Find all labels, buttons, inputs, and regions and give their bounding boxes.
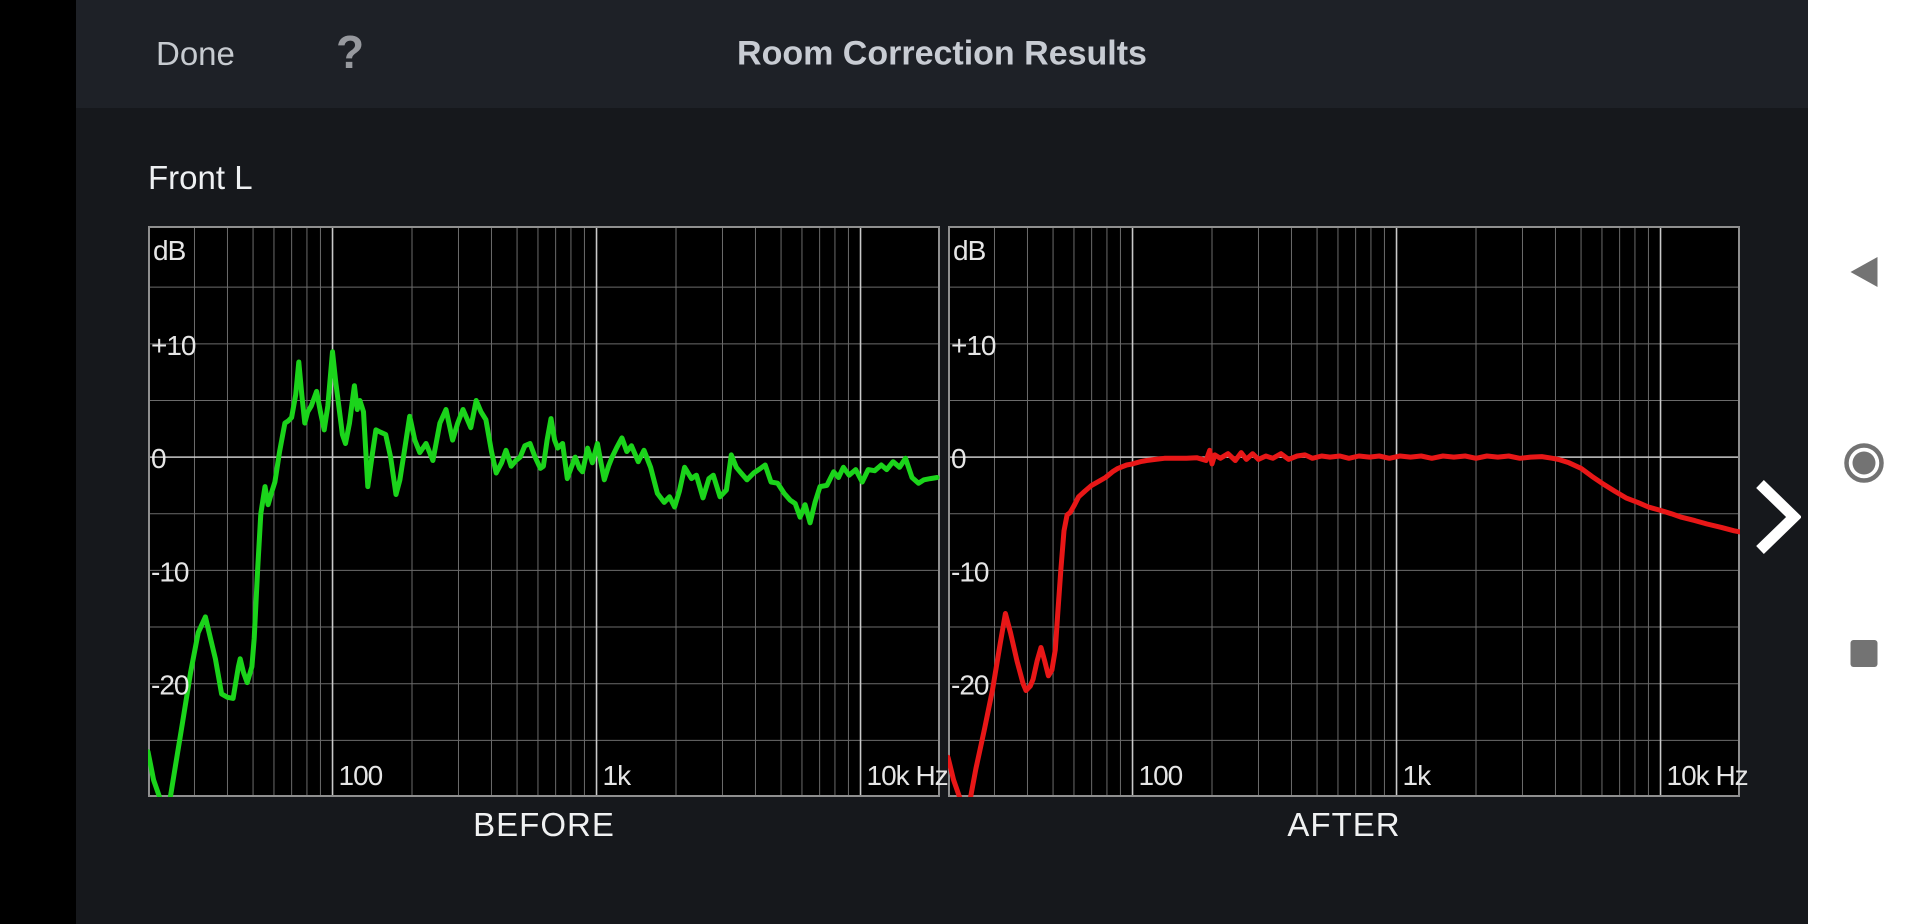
svg-text:100: 100 — [339, 760, 383, 791]
recents-icon[interactable] — [1850, 640, 1878, 667]
before-caption: BEFORE — [473, 806, 615, 843]
svg-text:1k: 1k — [1403, 760, 1433, 791]
top-bar: Done ? Room Correction Results — [76, 0, 1808, 108]
svg-text:-20: -20 — [951, 670, 989, 701]
page-title: Room Correction Results — [737, 34, 1147, 73]
svg-text:10k Hz: 10k Hz — [1667, 760, 1748, 791]
before-chart: dB +10 0 -10 -20 100 1k 10k Hz BEFORE — [148, 226, 949, 844]
home-icon[interactable] — [1842, 441, 1886, 485]
svg-text:100: 100 — [1139, 760, 1183, 791]
svg-text:-20: -20 — [151, 670, 189, 701]
svg-text:-10: -10 — [951, 556, 989, 587]
svg-text:10k Hz: 10k Hz — [867, 760, 948, 791]
android-nav-bar — [1808, 0, 1920, 924]
after-chart: dB +10 0 -10 -20 100 1k 10k Hz AFTER — [948, 226, 1749, 844]
svg-text:+10: +10 — [951, 330, 996, 361]
svg-text:dB: dB — [953, 235, 986, 266]
app-window: Done ? Room Correction Results Front L d… — [76, 0, 1808, 924]
next-chevron-icon[interactable] — [1755, 477, 1801, 557]
help-icon[interactable]: ? — [335, 26, 365, 78]
svg-text:0: 0 — [951, 443, 966, 474]
letterbox-strip — [0, 0, 76, 924]
done-button[interactable]: Done — [156, 35, 235, 72]
svg-text:1k: 1k — [603, 760, 633, 791]
back-icon[interactable] — [1850, 257, 1878, 287]
svg-text:0: 0 — [151, 443, 166, 474]
after-caption: AFTER — [1287, 806, 1401, 843]
svg-text:+10: +10 — [151, 330, 196, 361]
svg-text:dB: dB — [153, 235, 186, 266]
channel-label: Front L — [148, 159, 253, 196]
before-chart-plot: dB +10 0 -10 -20 100 1k 10k Hz — [148, 226, 949, 797]
after-chart-plot: dB +10 0 -10 -20 100 1k 10k Hz — [948, 226, 1749, 797]
svg-text:-10: -10 — [151, 556, 189, 587]
